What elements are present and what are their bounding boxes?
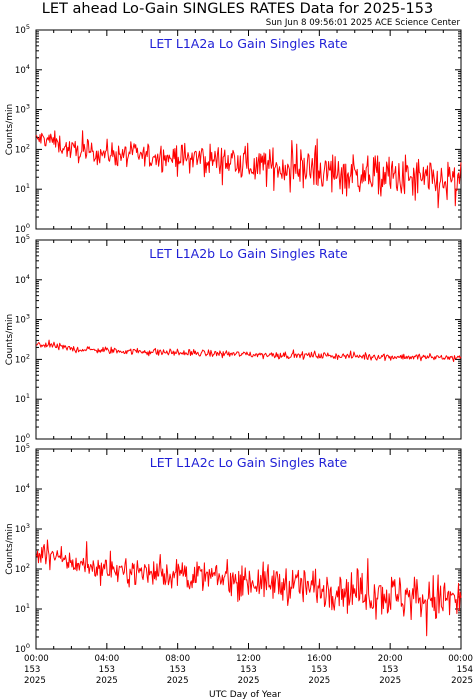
y-tick-label: 100 — [15, 432, 30, 445]
y-tick-label: 100 — [15, 222, 30, 235]
data-series-2 — [35, 339, 462, 363]
chart-panel-1: 100 101 102 103 104 105 Counts/min LET L1A2a Lo… — [5, 23, 462, 235]
x-tick-doy: 153 — [240, 665, 256, 675]
x-tick-doy: 153 — [169, 665, 185, 675]
panel-title: LET L1A2c Lo Gain Singles Rate — [150, 455, 348, 470]
y-axis-label: Counts/min — [5, 104, 15, 155]
y-tick-label: 105 — [15, 23, 30, 36]
x-tick-year: 2025 — [96, 676, 118, 686]
y-tick-label: 100 — [15, 642, 30, 655]
x-tick-year: 2025 — [451, 676, 473, 686]
panel-title: LET L1A2a Lo Gain Singles Rate — [149, 36, 347, 51]
y-tick-label: 101 — [15, 392, 30, 405]
x-tick-year: 2025 — [238, 676, 260, 686]
y-axis-label: Counts/min — [5, 523, 15, 574]
y-tick-label: 102 — [15, 352, 30, 365]
y-tick-label: 102 — [15, 142, 30, 155]
y-tick-label: 104 — [15, 273, 30, 286]
x-tick-doy: 153 — [311, 665, 327, 675]
x-tick-time: 20:00 — [378, 654, 403, 664]
x-axis-label: UTC Day of Year — [209, 690, 281, 700]
y-tick-label: 105 — [15, 442, 30, 455]
timestamp: Sun Jun 8 09:56:01 2025 ACE Science Cent… — [266, 18, 461, 28]
page-title: LET ahead Lo-Gain SINGLES RATES Data for… — [42, 1, 433, 17]
plot-frame — [35, 239, 462, 440]
x-tick-time: 16:00 — [307, 654, 332, 664]
data-series-3 — [35, 539, 462, 637]
x-tick-year: 2025 — [167, 676, 189, 686]
x-tick-time: 04:00 — [94, 654, 119, 664]
x-tick-doy: 153 — [99, 665, 115, 675]
y-tick-label: 102 — [15, 562, 30, 575]
plot-frame — [35, 29, 462, 230]
x-tick-doy: 154 — [457, 665, 473, 675]
x-tick-year: 2025 — [379, 676, 401, 686]
plot-frame — [35, 448, 462, 650]
panel-title: LET L1A2b Lo Gain Singles Rate — [149, 246, 348, 261]
y-tick-label: 103 — [15, 103, 30, 116]
y-tick-label: 101 — [15, 602, 30, 615]
chart-panels: 100 101 102 103 104 105 Counts/min LET L1A2a Lo… — [5, 23, 473, 686]
y-tick-label: 103 — [15, 313, 30, 326]
y-tick-label: 105 — [15, 233, 30, 246]
chart-panel-2: 100 101 102 103 104 105 Counts/min LET L1A2b Lo… — [5, 233, 462, 445]
data-series-1 — [35, 130, 462, 209]
x-tick-time: 08:00 — [165, 654, 190, 664]
chart-panel-3: 100 101 102 103 104 105 Counts/min LET L1A2c Lo… — [5, 442, 462, 655]
x-tick-doy: 153 — [24, 665, 40, 675]
x-tick-time: 00:00 — [448, 654, 473, 664]
y-tick-label: 104 — [15, 482, 30, 495]
y-axis-label: Counts/min — [5, 314, 15, 365]
x-tick-year: 2025 — [24, 676, 46, 686]
y-tick-label: 101 — [15, 182, 30, 195]
x-tick-time: 00:00 — [24, 654, 49, 664]
x-tick-year: 2025 — [308, 676, 330, 686]
y-tick-label: 103 — [15, 522, 30, 535]
x-tick-doy: 153 — [382, 665, 398, 675]
x-tick-time: 12:00 — [236, 654, 261, 664]
y-tick-label: 104 — [15, 63, 30, 76]
